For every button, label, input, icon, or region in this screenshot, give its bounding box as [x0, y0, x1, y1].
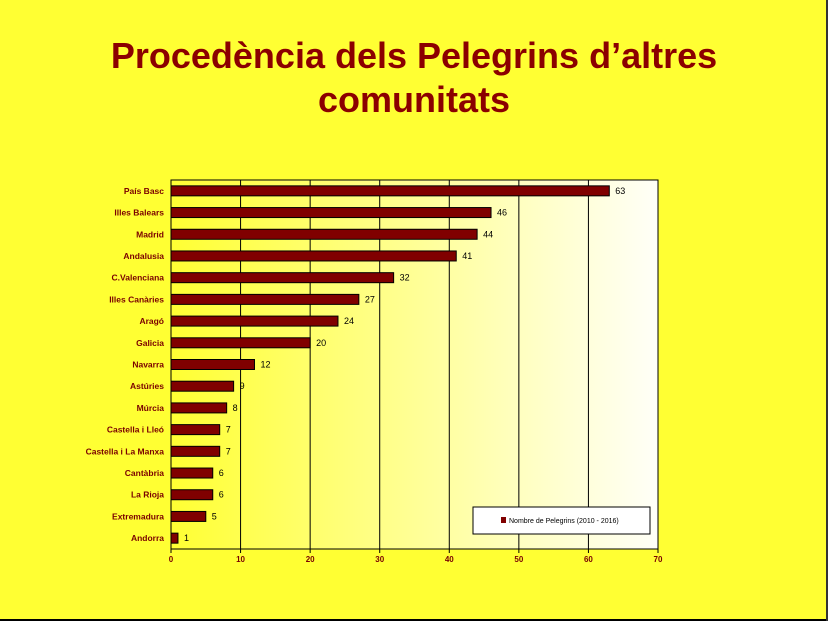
- data-label: 7: [226, 425, 231, 435]
- bar: [170, 207, 492, 219]
- bar: [170, 228, 478, 240]
- category-label: Astúries: [130, 381, 164, 391]
- category-label: Madrid: [136, 229, 164, 239]
- data-label: 1: [184, 533, 189, 543]
- page-title: Procedència dels Pelegrins d’altres comu…: [0, 34, 828, 122]
- x-tick-label: 70: [654, 555, 663, 564]
- category-label: Andalusia: [123, 251, 164, 261]
- bar: [170, 185, 610, 197]
- data-label: 27: [365, 294, 375, 304]
- bar: [170, 272, 395, 284]
- data-label: 44: [483, 229, 493, 239]
- slide-bottom-border: [0, 619, 828, 621]
- bar: [170, 250, 457, 262]
- category-label: País Basc: [124, 186, 164, 196]
- slide-right-border: [826, 0, 828, 621]
- x-tick-label: 50: [514, 555, 523, 564]
- data-label: 32: [400, 273, 410, 283]
- category-label: Illes Canàries: [109, 294, 164, 304]
- data-label: 41: [462, 251, 472, 261]
- title-line-2: comunitats: [317, 79, 511, 120]
- x-tick-label: 30: [375, 555, 384, 564]
- data-label: 9: [240, 381, 245, 391]
- data-label: 12: [260, 360, 270, 370]
- data-label: 6: [219, 490, 224, 500]
- data-label: 46: [497, 208, 507, 218]
- category-label: Cantàbria: [125, 468, 164, 478]
- category-label: Navarra: [132, 360, 164, 370]
- bar: [170, 380, 235, 392]
- bar: [170, 315, 339, 327]
- x-tick-label: 60: [584, 555, 593, 564]
- category-label: Galicia: [136, 338, 164, 348]
- data-label: 20: [316, 338, 326, 348]
- data-label: 24: [344, 316, 354, 326]
- bar: [170, 510, 207, 522]
- category-label: Illes Balears: [114, 208, 164, 218]
- bar: [170, 489, 214, 501]
- category-label: Aragó: [139, 316, 164, 326]
- bar: [170, 293, 360, 305]
- bar: [170, 532, 179, 544]
- bar: [170, 359, 255, 370]
- category-label: Extremadura: [112, 511, 164, 521]
- data-label: 7: [226, 446, 231, 456]
- data-label: 5: [212, 511, 217, 521]
- bar: [170, 445, 221, 457]
- category-label: C.Valenciana: [112, 273, 165, 283]
- x-tick-label: 10: [236, 555, 245, 564]
- data-label: 63: [615, 186, 625, 196]
- category-label: Castella i Lleó: [107, 425, 164, 435]
- legend-label: Nombre de Pelegrins (2010 - 2016): [509, 518, 619, 525]
- category-label: Castella i La Manxa: [86, 446, 165, 456]
- bar: [170, 337, 311, 349]
- bar: [170, 424, 221, 436]
- data-label: 8: [233, 403, 238, 413]
- title-line-1: Procedència dels Pelegrins d’altres: [110, 35, 718, 76]
- x-tick-label: 0: [169, 555, 174, 564]
- x-tick-label: 20: [306, 555, 315, 564]
- category-label: Andorra: [131, 533, 164, 543]
- x-tick-label: 40: [445, 555, 454, 564]
- category-label: Múrcia: [137, 403, 165, 413]
- bar: [170, 402, 228, 414]
- data-label: 6: [219, 468, 224, 478]
- legend-swatch: [501, 517, 506, 523]
- bar: [170, 467, 214, 479]
- category-label: La Rioja: [131, 490, 164, 500]
